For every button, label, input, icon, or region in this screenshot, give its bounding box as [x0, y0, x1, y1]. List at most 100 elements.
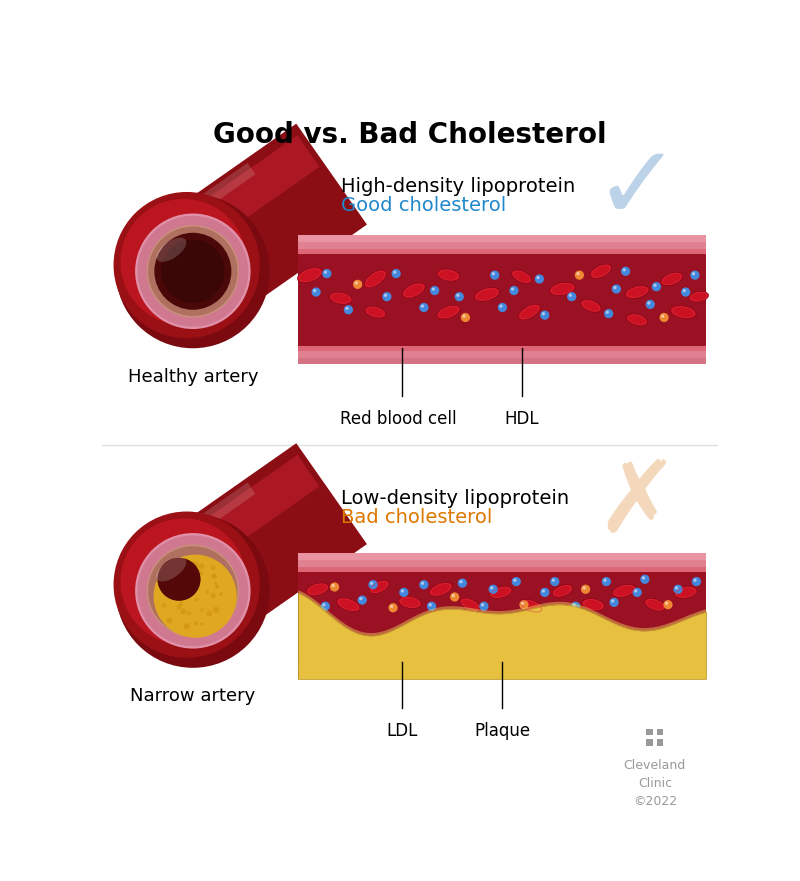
Circle shape: [322, 603, 326, 606]
Circle shape: [324, 270, 327, 274]
Circle shape: [330, 582, 339, 591]
Circle shape: [430, 286, 439, 295]
Bar: [646, 739, 653, 745]
Circle shape: [177, 604, 182, 610]
Circle shape: [542, 589, 545, 593]
Ellipse shape: [156, 238, 186, 262]
Ellipse shape: [474, 287, 500, 301]
Circle shape: [582, 586, 586, 589]
Circle shape: [212, 574, 215, 578]
Ellipse shape: [429, 582, 453, 596]
Bar: [298, 235, 706, 254]
Circle shape: [181, 609, 186, 615]
Polygon shape: [298, 590, 706, 636]
Text: ✓: ✓: [594, 140, 681, 241]
Circle shape: [390, 604, 394, 608]
Circle shape: [536, 276, 539, 279]
Circle shape: [382, 292, 391, 301]
Circle shape: [211, 574, 217, 579]
Ellipse shape: [365, 307, 386, 318]
Circle shape: [461, 313, 470, 322]
Circle shape: [183, 623, 190, 629]
Bar: [298, 553, 706, 572]
Circle shape: [331, 584, 334, 588]
Circle shape: [694, 579, 697, 581]
Circle shape: [450, 592, 459, 602]
Bar: [646, 729, 653, 735]
Circle shape: [421, 581, 424, 585]
FancyArrow shape: [158, 443, 367, 641]
Ellipse shape: [582, 599, 605, 611]
Circle shape: [654, 284, 657, 287]
Circle shape: [206, 611, 212, 617]
Circle shape: [182, 565, 186, 569]
Circle shape: [369, 580, 378, 589]
Circle shape: [138, 536, 248, 647]
Ellipse shape: [364, 270, 386, 288]
Circle shape: [540, 310, 550, 320]
Text: ✗: ✗: [595, 456, 679, 553]
Circle shape: [178, 585, 184, 590]
Circle shape: [148, 226, 238, 316]
Circle shape: [189, 563, 192, 566]
Circle shape: [512, 577, 521, 586]
Circle shape: [634, 589, 638, 593]
Circle shape: [647, 301, 650, 305]
Text: LDL: LDL: [386, 722, 418, 740]
Circle shape: [313, 289, 316, 292]
Circle shape: [490, 586, 494, 589]
Ellipse shape: [460, 598, 480, 611]
Bar: [298, 254, 706, 346]
Circle shape: [187, 611, 191, 615]
Circle shape: [498, 303, 507, 312]
Circle shape: [621, 267, 630, 276]
Circle shape: [692, 577, 701, 586]
Ellipse shape: [645, 598, 665, 611]
Circle shape: [389, 603, 398, 612]
Circle shape: [166, 618, 173, 624]
Circle shape: [182, 587, 186, 591]
Circle shape: [571, 602, 580, 611]
Circle shape: [489, 585, 498, 594]
Text: Good vs. Bad Cholesterol: Good vs. Bad Cholesterol: [213, 121, 607, 149]
FancyArrow shape: [150, 163, 255, 242]
Circle shape: [576, 272, 580, 276]
Circle shape: [427, 602, 436, 611]
FancyArrow shape: [150, 483, 255, 562]
FancyArrow shape: [158, 136, 319, 264]
Circle shape: [116, 514, 270, 668]
Ellipse shape: [369, 581, 390, 594]
Circle shape: [215, 584, 219, 589]
Circle shape: [211, 566, 215, 570]
Circle shape: [358, 596, 367, 604]
Circle shape: [682, 289, 686, 292]
Circle shape: [344, 305, 353, 315]
Ellipse shape: [612, 584, 636, 597]
Circle shape: [514, 579, 517, 581]
Circle shape: [429, 603, 432, 606]
Bar: [298, 249, 706, 255]
Circle shape: [393, 270, 396, 274]
Circle shape: [552, 579, 555, 581]
Text: High-density lipoprotein: High-density lipoprotein: [341, 177, 575, 196]
Circle shape: [200, 572, 204, 575]
Circle shape: [690, 270, 699, 280]
Circle shape: [550, 577, 559, 586]
Ellipse shape: [590, 264, 612, 278]
Circle shape: [370, 581, 374, 585]
Circle shape: [213, 607, 219, 613]
Circle shape: [346, 307, 349, 310]
Bar: [653, 735, 657, 739]
Circle shape: [146, 225, 239, 317]
Circle shape: [421, 305, 424, 307]
Circle shape: [519, 600, 529, 610]
Circle shape: [116, 195, 270, 348]
Circle shape: [479, 602, 489, 611]
Circle shape: [692, 272, 695, 276]
Circle shape: [154, 233, 231, 310]
Ellipse shape: [670, 306, 696, 319]
Bar: [298, 672, 706, 678]
Circle shape: [194, 569, 202, 575]
Circle shape: [210, 593, 216, 598]
Circle shape: [681, 287, 690, 297]
